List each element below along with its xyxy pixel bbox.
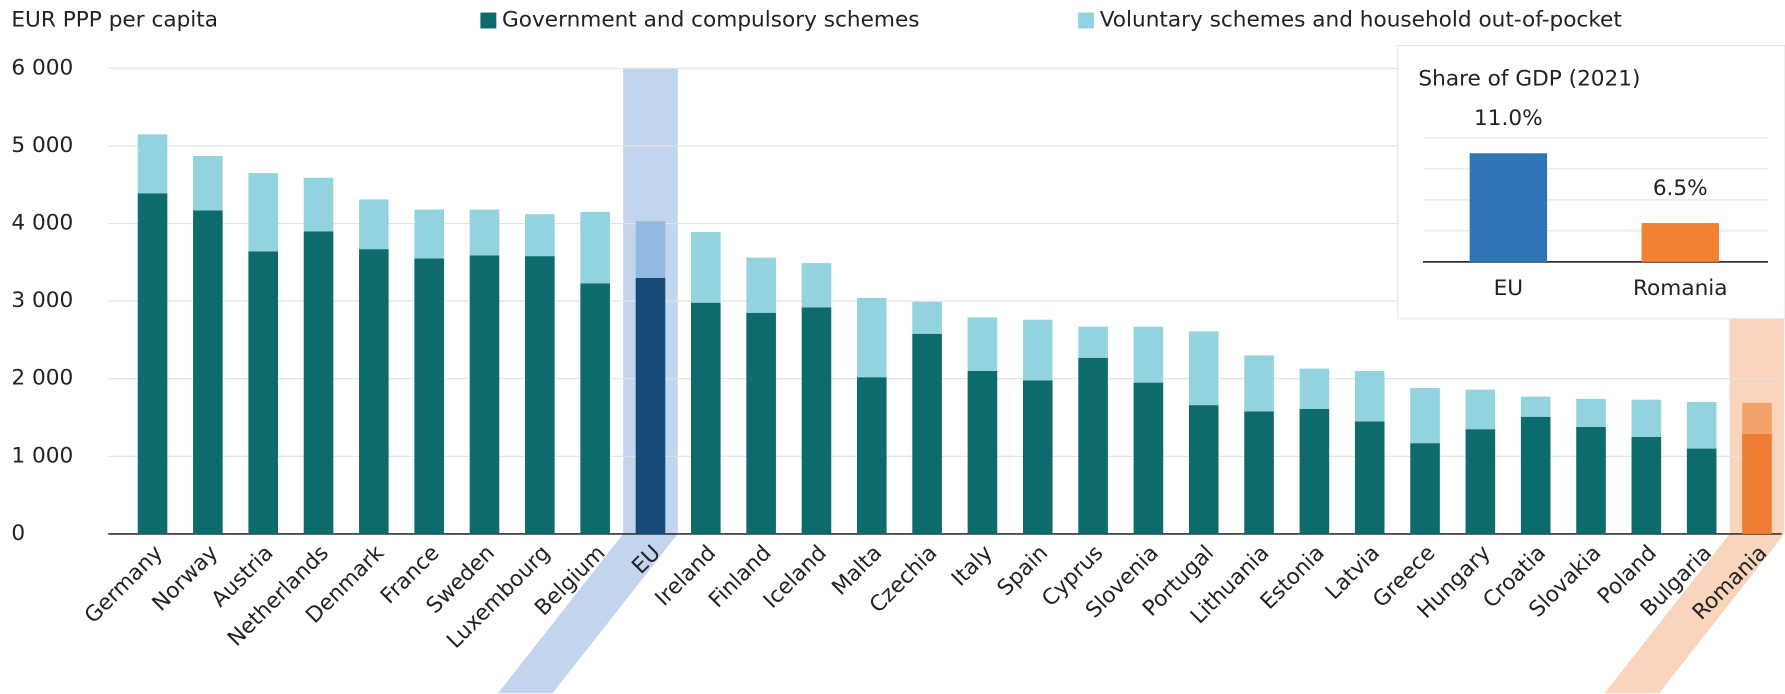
bar-segment <box>967 370 998 534</box>
y-axis-label: EUR PPP per capita <box>11 8 218 33</box>
bar-segment <box>967 317 998 371</box>
bar-segment <box>912 301 942 334</box>
bar-segment <box>1078 357 1108 534</box>
bar-segment <box>303 231 334 534</box>
bar-segment <box>635 277 666 534</box>
x-tick-label: Romania <box>1633 276 1728 301</box>
inset-box <box>1397 44 1785 320</box>
bar-segment <box>1244 355 1274 412</box>
inset-title: Share of GDP (2021) <box>1418 67 1640 92</box>
bar <box>1641 223 1719 262</box>
legend-swatch <box>1078 12 1094 29</box>
bar-segment <box>1022 319 1053 381</box>
bar-segment <box>1244 411 1274 534</box>
bar-segment <box>1465 429 1496 534</box>
y-tick-label: 0 <box>11 521 25 546</box>
bar-segment <box>469 255 500 534</box>
y-tick-label: 1 000 <box>11 443 73 468</box>
bar-segment <box>1742 402 1772 434</box>
bar-segment <box>912 333 942 534</box>
y-tick-label: 6 000 <box>11 55 73 80</box>
value-label: 11.0% <box>1474 106 1543 131</box>
bar-segment <box>525 256 555 534</box>
bar-segment <box>1133 382 1164 534</box>
bar <box>1469 153 1548 262</box>
y-tick-label: 3 000 <box>11 288 73 313</box>
x-tick-label: EU <box>1494 276 1523 301</box>
bar-segment <box>1022 380 1053 534</box>
legend-label: Voluntary schemes and household out-of-p… <box>1100 8 1622 33</box>
x-tick-label: Germany <box>80 541 168 629</box>
y-tick-label: 2 000 <box>11 366 73 391</box>
legend-swatch <box>480 12 497 29</box>
bar-segment <box>137 134 168 194</box>
value-label: 6.5% <box>1653 176 1708 201</box>
bar-segment <box>1410 388 1440 444</box>
bar-segment <box>1742 433 1772 534</box>
bar-segment <box>1410 443 1440 534</box>
bar-segment <box>1576 426 1606 534</box>
bar-segment <box>746 257 776 313</box>
bar-segment <box>801 307 832 534</box>
bar-segment <box>635 221 666 278</box>
bar-segment <box>359 199 389 250</box>
bar-segment <box>580 283 610 534</box>
y-tick-label: 5 000 <box>11 133 73 158</box>
bar-segment <box>691 302 721 534</box>
bar-segment <box>1078 326 1108 358</box>
bar-segment <box>801 263 832 308</box>
bar-segment <box>580 211 610 284</box>
bar-segment <box>359 249 389 534</box>
x-tick-label: Italy <box>947 541 998 592</box>
bar-segment <box>469 209 500 256</box>
bar-segment <box>1133 326 1164 383</box>
bar-segment <box>248 251 278 534</box>
bar-segment <box>1631 436 1662 534</box>
bar-segment <box>1188 405 1219 534</box>
bar-segment <box>1576 398 1606 427</box>
bar-segment <box>1354 421 1385 534</box>
bar-segment <box>303 177 334 232</box>
bar-segment <box>856 298 887 378</box>
bar-segment <box>137 193 168 534</box>
bar-segment <box>414 258 444 534</box>
bar-segment <box>1354 370 1385 422</box>
bar-segment <box>1299 368 1330 409</box>
bar-segment <box>1631 399 1662 437</box>
bar-segment <box>525 214 555 257</box>
legend-label: Government and compulsory schemes <box>502 8 919 33</box>
y-tick-label: 4 000 <box>11 211 73 236</box>
bar-segment <box>193 210 223 534</box>
bar-segment <box>248 173 278 252</box>
bar-segment <box>1465 389 1496 430</box>
bar-segment <box>1520 416 1551 534</box>
bar-segment <box>414 209 444 259</box>
bar-segment <box>1520 396 1551 417</box>
bar-segment <box>1686 448 1717 534</box>
bar-segment <box>1299 408 1330 534</box>
bar-segment <box>856 377 887 534</box>
bar-segment <box>691 232 721 303</box>
highlight-band <box>497 68 678 694</box>
bar-segment <box>1686 402 1717 449</box>
x-tick-label: Iceland <box>759 541 832 614</box>
bar-segment <box>193 156 223 211</box>
bar-segment <box>1188 331 1219 406</box>
bar-segment <box>746 312 776 534</box>
